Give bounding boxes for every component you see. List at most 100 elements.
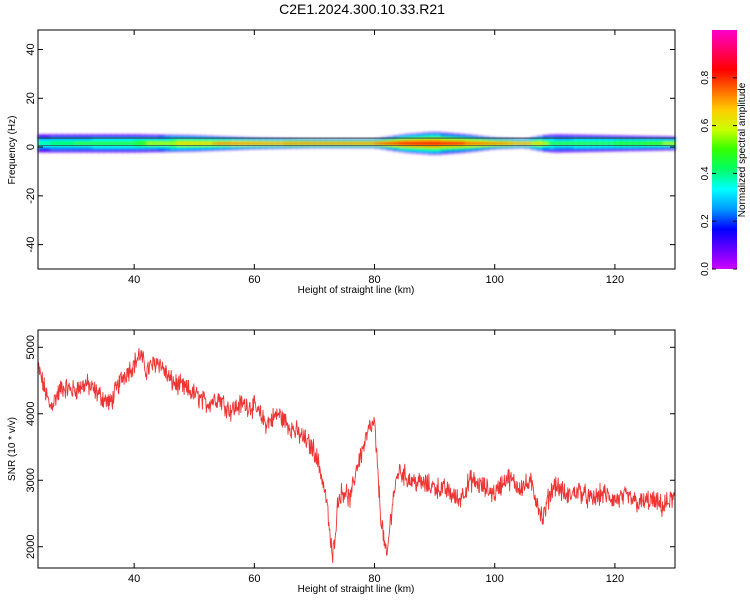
snr-x-ticks: 40 60 80 100 120 [128,330,624,585]
snr-series [37,348,676,563]
y-tick-label: -20 [25,188,37,204]
spectrogram-cell [662,142,670,145]
colorbar-tick-label: 0.8 [700,70,711,84]
spectrogram-cell [182,142,189,145]
spectrogram-cell [374,142,382,145]
spectrogram-cell [476,142,484,145]
colorbar-tick-label: 0.4 [700,166,711,180]
spectrogram-cell [74,142,81,145]
spectrogram-cell [494,142,502,145]
spectrogram-cell [464,142,472,145]
spectrogram-cell [668,142,676,145]
x-tick-label: 80 [368,573,380,585]
spectrogram-cell [392,142,400,145]
spectrogram-cell [290,142,298,145]
spectrogram-cell [116,142,123,145]
spectrogram-cell [452,142,460,145]
spectrogram-cells [38,131,676,156]
spectrogram-cell [128,142,135,145]
colorbar-tick-label: 0.2 [700,214,711,228]
spectrogram-cell [482,142,490,145]
spectrogram-cell [338,142,346,145]
spectrogram-x-label: Height of straight line (km) [298,285,415,296]
spectrogram-cell [410,142,418,145]
x-tick-label: 120 [606,274,624,286]
spectrogram-cell [416,142,424,145]
spectrogram-cell [44,142,51,145]
x-tick-label: 60 [248,274,260,286]
spectrogram-cell [278,142,285,145]
spectrogram-cell [38,142,45,145]
spectrogram-cell [224,142,231,145]
spectrogram-cell [404,142,412,145]
spectrogram-cell [218,142,225,145]
spectrogram-cell [608,142,616,145]
x-tick-label: 100 [486,274,504,286]
spectrogram-cell [344,142,352,145]
colorbar-gradient [712,30,737,269]
spectrogram-cell [656,142,664,145]
spectrogram-cell [314,142,322,145]
spectrogram-cell [572,142,580,145]
spectrogram-cell [110,142,117,145]
spectrogram-cell [386,142,394,145]
spectrogram-cell [242,142,249,145]
spectrogram-cell [434,141,442,145]
snr-frame [37,329,676,569]
spectrogram-x-ticks: 40 60 80 100 120 [128,30,624,286]
snr-y-ticks: 2000 3000 4000 5000 [25,335,675,559]
spectrogram-y-label: Frequency (Hz) [7,116,18,185]
spectrogram-cell [566,142,574,145]
spectrogram-cell [152,142,159,145]
spectrogram-cell [578,142,586,145]
colorbar-ticks: 0.0 0.2 0.4 0.6 0.8 [700,70,737,276]
spectrogram-cell [350,142,358,145]
spectrogram-cell [158,142,165,145]
spectrogram-cell [302,142,310,145]
y-tick-label: 3000 [25,468,37,492]
spectrogram-cell [428,141,436,145]
spectrogram-cell [200,142,207,145]
spectrogram-cell [596,142,604,145]
spectrogram-cell [50,142,57,145]
spectrogram-cell [584,142,592,145]
spectrogram-cell [332,142,340,145]
colorbar: 0.0 0.2 0.4 0.6 0.8 Normalized spectral ampl… [700,30,748,276]
spectrogram-cell [326,142,334,145]
spectrogram-cell [626,142,634,145]
spectrogram-cell [296,142,304,145]
spectrogram-cell [236,142,243,145]
y-tick-label: 0 [25,144,37,150]
colorbar-tick-label: 0.0 [700,262,711,276]
spectrogram-cell [272,142,279,145]
x-tick-label: 120 [606,573,624,585]
y-tick-label: 2000 [25,534,37,558]
spectrogram-cell [230,142,237,145]
spectrogram-cell [260,142,267,145]
spectrogram-cell [398,142,406,145]
spectrogram-cell [56,142,63,145]
x-tick-label: 60 [248,573,260,585]
spectrogram-cell [530,142,538,145]
spectrogram-cell [104,142,111,145]
y-tick-label: 5000 [25,335,37,359]
colorbar-label: Normalized spectral amplitude [737,82,748,217]
spectrogram-cell [554,142,562,145]
spectrogram-cell [62,142,69,145]
figure-title: C2E1.2024.300.10.33.R21 [279,1,445,17]
spectrogram-cell [488,142,496,145]
spectrogram-cell [614,142,622,145]
spectrogram-cell [512,142,520,145]
spectrogram-y-ticks: -40 -20 0 20 40 [25,43,675,253]
spectrogram-cell [164,142,171,145]
spectrogram-cell [524,142,532,145]
spectrogram-cell [146,142,153,145]
snr-y-label: SNR (10 * v/v) [7,417,18,481]
spectrogram-cell [560,142,568,145]
y-tick-label: 20 [25,92,37,104]
spectrogram-cell [650,142,658,145]
spectrogram-cell [542,142,550,145]
snr-panel: 40 60 80 100 120 2000 3000 4000 5000 Height of … [7,329,676,595]
snr-line [37,348,676,563]
